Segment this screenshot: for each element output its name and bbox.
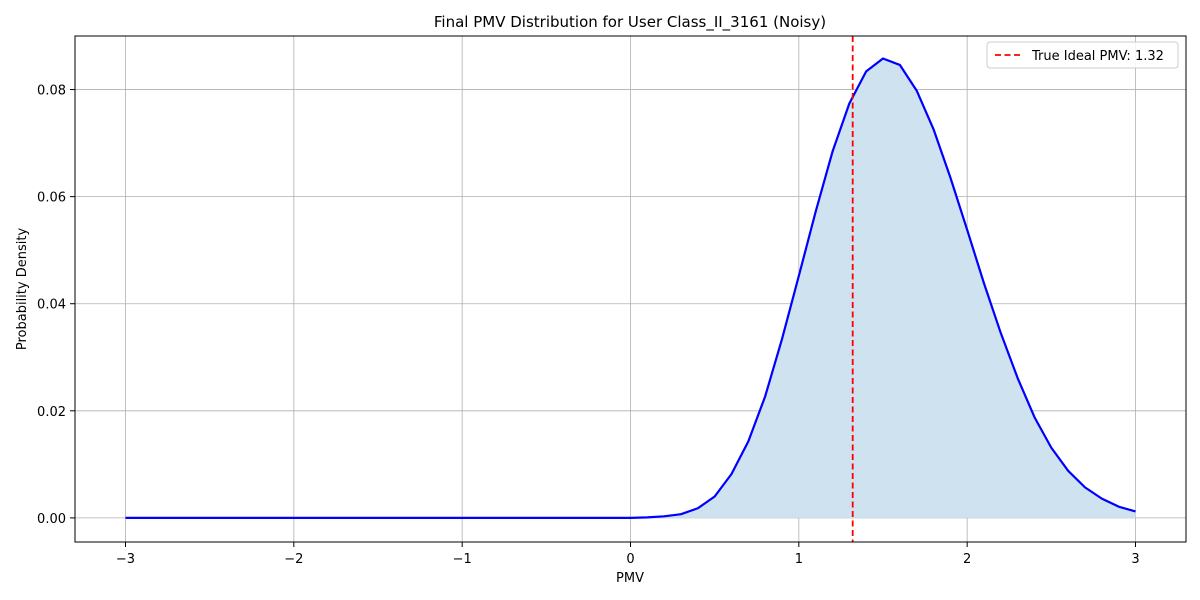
density-area-fill xyxy=(125,58,1136,518)
y-tick-label: 0.08 xyxy=(37,84,66,99)
y-tick-label: 0.02 xyxy=(37,405,66,420)
x-tick-label: 0 xyxy=(626,552,634,567)
y-tick-label: 0.00 xyxy=(37,512,66,527)
x-axis-ticks: −3 −2 −1 0 1 2 3 xyxy=(116,542,1140,567)
x-tick-label: 3 xyxy=(1131,552,1139,567)
x-tick-label: −2 xyxy=(284,552,303,567)
legend-box xyxy=(986,41,1179,69)
y-axis-title: Probability Density xyxy=(15,228,30,351)
y-tick-label: 0.06 xyxy=(37,191,66,206)
x-axis-title: PMV xyxy=(616,571,644,586)
y-tick-label: 0.04 xyxy=(37,298,66,313)
density-line xyxy=(125,57,1136,519)
x-tick-label: −3 xyxy=(116,552,135,567)
chart-title: Final PMV Distribution for User Class_II… xyxy=(434,13,826,32)
legend-label: True Ideal PMV: 1.32 xyxy=(1031,49,1164,64)
x-tick-label: 2 xyxy=(963,552,971,567)
x-tick-label: −1 xyxy=(453,552,472,567)
legend: True Ideal PMV: 1.32 xyxy=(986,41,1179,69)
y-axis-ticks: 0.00 0.02 0.04 0.06 0.08 xyxy=(37,84,75,527)
x-tick-label: 1 xyxy=(795,552,803,567)
